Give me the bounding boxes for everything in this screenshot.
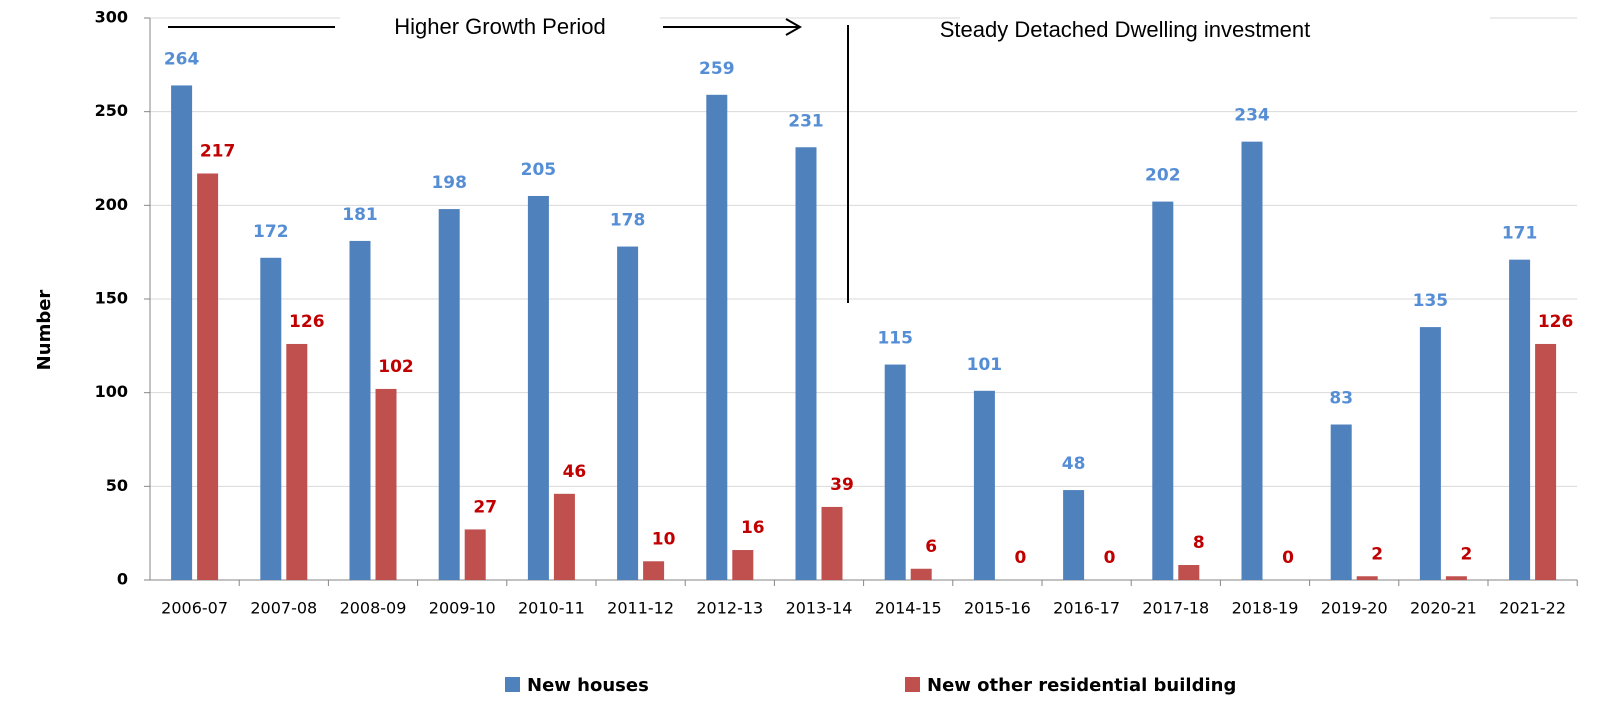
y-tick-label: 100 [95, 382, 128, 401]
bar [884, 364, 906, 580]
x-tick-label: 2011-12 [607, 599, 674, 618]
annotation-bg [340, 10, 660, 46]
x-tick-label: 2009-10 [429, 599, 496, 618]
x-tick-label: 2013-14 [786, 599, 853, 618]
x-tick-label: 2016-17 [1053, 599, 1120, 618]
value-label: 234 [1234, 106, 1270, 126]
x-tick-label: 2010-11 [518, 599, 585, 618]
bar [375, 388, 397, 580]
x-tick-label: 2006-07 [161, 599, 228, 618]
value-label: 39 [830, 475, 854, 495]
bar [1445, 576, 1467, 580]
bar [1509, 259, 1531, 580]
bar [910, 568, 932, 580]
value-label: 0 [1282, 548, 1294, 568]
value-label: 202 [1145, 166, 1181, 186]
bar [1152, 201, 1174, 580]
bar [438, 209, 460, 580]
x-tick-label: 2008-09 [340, 599, 407, 618]
value-label: 231 [788, 111, 824, 131]
bar [1063, 490, 1085, 580]
arrow-head [785, 18, 803, 36]
x-tick-label: 2021-22 [1499, 599, 1566, 618]
value-label: 171 [1502, 224, 1538, 244]
value-label: 101 [967, 355, 1003, 375]
y-tick-label: 250 [95, 101, 128, 120]
x-tick-label: 2017-18 [1142, 599, 1209, 618]
bar [821, 506, 843, 580]
bar [527, 195, 549, 580]
y-axis-title: Number [34, 290, 55, 371]
value-label: 259 [699, 59, 735, 79]
value-label: 0 [1104, 548, 1116, 568]
x-tick-label: 2014-15 [875, 599, 942, 618]
bar [1356, 576, 1378, 580]
value-label: 8 [1193, 533, 1205, 553]
bar [286, 343, 308, 580]
bar [1241, 141, 1263, 580]
value-label: 2 [1371, 544, 1383, 564]
annotation-bg [960, 10, 1490, 50]
y-tick-label: 300 [95, 8, 128, 27]
plot: 0501001502002503002006-072642172007-0817… [95, 8, 1578, 618]
x-tick-label: 2012-13 [696, 599, 763, 618]
x-tick-label: 2019-20 [1321, 599, 1388, 618]
x-tick-label: 2018-19 [1232, 599, 1299, 618]
bar [732, 550, 754, 580]
bar [795, 147, 817, 580]
y-tick-label: 200 [95, 195, 128, 214]
bar [706, 94, 728, 580]
legend: New houses New other residential building [505, 675, 1236, 696]
bar [553, 493, 575, 580]
value-label: 181 [342, 205, 378, 225]
value-label: 115 [877, 329, 913, 349]
bar [643, 561, 665, 580]
legend-swatch [905, 677, 920, 692]
y-tick-label: 0 [117, 570, 128, 589]
legend-swatch [505, 677, 520, 692]
value-label: 2 [1460, 544, 1472, 564]
bar [1178, 565, 1200, 580]
bar [617, 246, 639, 580]
bar [171, 85, 193, 580]
legend-label: New other residential building [927, 675, 1236, 696]
bar [349, 240, 371, 580]
value-label: 48 [1062, 454, 1086, 474]
value-label: 217 [200, 141, 236, 161]
value-label: 205 [521, 160, 557, 180]
annotation: Higher Growth Period [394, 14, 606, 39]
value-label: 46 [563, 462, 587, 482]
x-tick-label: 2020-21 [1410, 599, 1477, 618]
value-label: 83 [1329, 389, 1353, 409]
value-label: 264 [164, 49, 200, 69]
value-label: 16 [741, 518, 765, 538]
value-label: 6 [925, 537, 937, 557]
y-tick-label: 50 [106, 476, 128, 495]
bar [1419, 327, 1441, 580]
x-tick-label: 2007-08 [250, 599, 317, 618]
bar [1330, 424, 1352, 580]
bar [973, 390, 995, 580]
y-tick-label: 150 [95, 289, 128, 308]
value-label: 102 [378, 357, 414, 377]
value-label: 198 [431, 173, 467, 193]
value-label: 135 [1413, 291, 1449, 311]
value-label: 27 [473, 497, 497, 517]
bar [464, 529, 486, 580]
bar [197, 173, 219, 580]
value-label: 0 [1014, 548, 1026, 568]
value-label: 178 [610, 211, 646, 231]
bar [260, 257, 282, 580]
value-label: 172 [253, 222, 289, 242]
bar [1535, 343, 1557, 580]
x-tick-label: 2015-16 [964, 599, 1031, 618]
value-label: 10 [652, 529, 676, 549]
value-label: 126 [289, 312, 325, 332]
value-label: 126 [1538, 312, 1574, 332]
annotation: Steady Detached Dwelling investment [940, 17, 1311, 42]
legend-label: New houses [527, 675, 649, 696]
